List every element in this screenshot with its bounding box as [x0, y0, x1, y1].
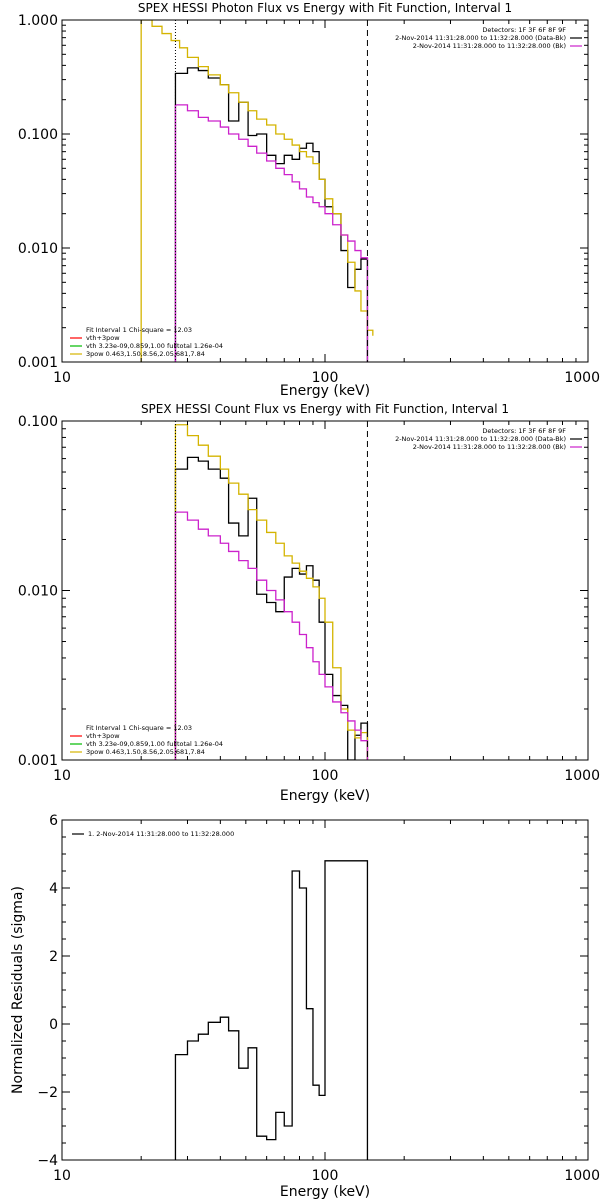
- x-tick-label: 100: [312, 370, 339, 386]
- series-group: [174, 424, 369, 760]
- legend-entry: Fit Interval 1 Chi-square = 12.03: [86, 326, 192, 334]
- y-tick-label: 6: [49, 813, 58, 829]
- chart-panel-1: SPEX HESSI Photon Flux vs Energy with Fi…: [18, 1, 600, 399]
- legend-entry: vth+3pow: [86, 732, 120, 740]
- legend-entry: Detectors: 1F 3F 6F 8F 9F: [482, 26, 566, 34]
- x-tick-label: 10: [53, 370, 71, 386]
- x-tick-label: 1000: [564, 370, 600, 386]
- legend-entry: 3pow 0.463,1.50,8.56,2.05,681,7.84: [86, 748, 205, 756]
- series-group: [140, 20, 374, 362]
- x-tick-label: 100: [312, 768, 339, 784]
- plot-frame: [61, 420, 589, 761]
- y-tick-label: 0.001: [18, 753, 58, 769]
- legend-entry: Fit Interval 1 Chi-square = 12.03: [86, 724, 192, 732]
- x-tick-label: 10: [53, 768, 71, 784]
- series-black-0: [174, 456, 369, 760]
- legend-entry: vth 3.23e-09,0.859,1.00 fulltotal 1.26e-…: [86, 342, 223, 350]
- series-magenta-2: [174, 511, 369, 760]
- y-tick-label: 0: [49, 1017, 58, 1033]
- x-tick-label: 100: [312, 1168, 339, 1184]
- chart-title: SPEX HESSI Count Flux vs Energy with Fit…: [141, 402, 509, 416]
- y-tick-label: 1.000: [18, 13, 58, 29]
- legend-entry: Detectors: 1F 3F 6F 8F 9F: [482, 427, 566, 435]
- y-tick-label: 4: [49, 881, 58, 897]
- legend-entry: vth+3pow: [86, 334, 120, 342]
- x-tick-label: 1000: [564, 768, 600, 784]
- legend-entry: vth 3.23e-09,0.859,1.00 fulltotal 1.26e-…: [86, 740, 223, 748]
- chart-title: SPEX HESSI Photon Flux vs Energy with Fi…: [138, 1, 512, 15]
- y-axis-label: Normalized Residuals (sigma): [10, 886, 26, 1094]
- series-magenta-2: [174, 104, 369, 362]
- series-black-0: [174, 860, 369, 1160]
- y-tick-label: −2: [37, 1085, 58, 1101]
- y-tick-label: −4: [37, 1153, 58, 1169]
- chart-panel-3: 10 100 1000 Energy (keV) −4 −2 0 2 4 6 Normalized …: [10, 813, 600, 1200]
- chart-panel-2: SPEX HESSI Count Flux vs Energy with Fit…: [18, 402, 600, 804]
- y-tick-label: 0.010: [18, 241, 58, 257]
- x-axis-label: Energy (keV): [280, 1184, 370, 1200]
- legend-entry: 1. 2-Nov-2014 11:31:28.000 to 11:32:28.0…: [88, 830, 234, 838]
- x-tick-label: 10: [53, 1168, 71, 1184]
- series-group: [174, 860, 369, 1160]
- x-tick-label: 1000: [564, 1168, 600, 1184]
- y-tick-label: 0.001: [18, 355, 58, 371]
- y-tick-label: 2: [49, 949, 58, 965]
- y-tick-label: 0.100: [18, 414, 58, 430]
- legend-entry: 2-Nov-2014 11:31:28.000 to 11:32:28.000 …: [395, 435, 566, 443]
- legend-entry: 3pow 0.463,1.50,8.56,2.05,681,7.84: [86, 350, 205, 358]
- legend-entry: 2-Nov-2014 11:31:28.000 to 11:32:28.000 …: [413, 443, 566, 451]
- legend-entry: 2-Nov-2014 11:31:28.000 to 11:32:28.000 …: [413, 42, 566, 50]
- x-axis-label: Energy (keV): [280, 788, 370, 804]
- series-yellow-1: [174, 424, 369, 760]
- y-tick-label: 0.100: [18, 127, 58, 143]
- series-black-0: [174, 67, 369, 362]
- x-axis-label: Energy (keV): [280, 383, 370, 399]
- legend-entry: 2-Nov-2014 11:31:28.000 to 11:32:28.000 …: [395, 34, 566, 42]
- y-tick-label: 0.010: [18, 584, 58, 600]
